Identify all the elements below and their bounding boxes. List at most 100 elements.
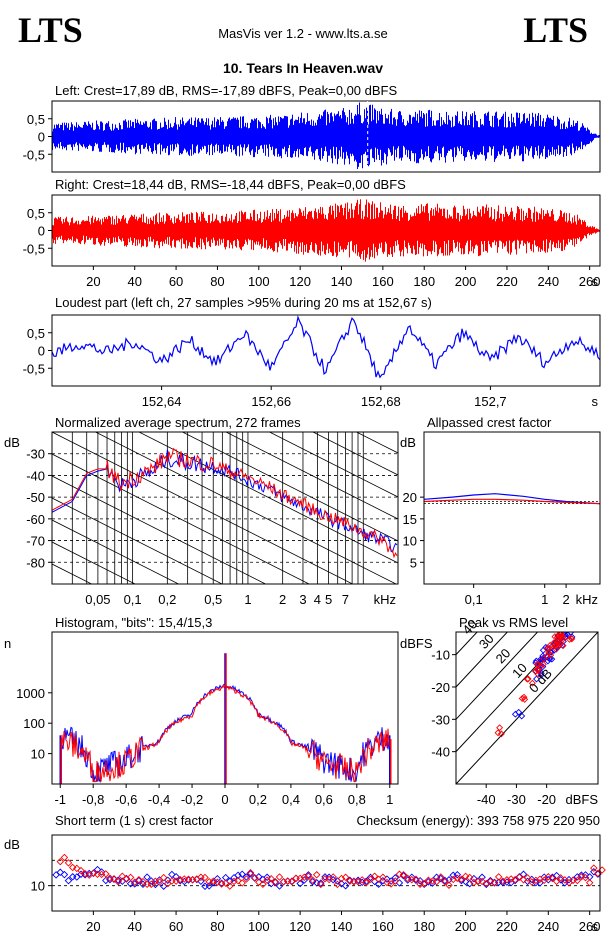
short_term_crest-point bbox=[126, 873, 135, 882]
short_term_crest-point bbox=[317, 879, 325, 887]
short_term_crest-xtick-label: 20 bbox=[86, 919, 100, 934]
short_term_crest-xtick-label: 40 bbox=[127, 919, 141, 934]
short_term_crest-point bbox=[561, 876, 569, 884]
peak_vs_rms-point bbox=[494, 729, 502, 737]
peak_vs_rms-diagonal bbox=[456, 632, 478, 656]
short_term_crest-xtick-label: 260 bbox=[579, 919, 601, 934]
short_term_crest-point bbox=[110, 874, 118, 883]
avg_spectrum-xtick-label: 0,5 bbox=[204, 592, 222, 607]
avg_spectrum-slope bbox=[225, 432, 398, 520]
short_term_crest-point bbox=[168, 870, 176, 879]
peak_vs_rms-point bbox=[547, 651, 555, 659]
histogram-ytick-label: 10 bbox=[31, 747, 45, 762]
avg_spectrum-ytick-label: -30 bbox=[26, 447, 45, 462]
short_term_crest-point bbox=[296, 879, 304, 888]
histogram-xtick-label: 0,8 bbox=[348, 792, 366, 807]
allpassed_crest-ytick-label: 5 bbox=[410, 555, 417, 570]
short_term_crest-point bbox=[259, 880, 267, 889]
short_term_crest-point bbox=[329, 873, 337, 881]
short_term_crest-point bbox=[242, 875, 251, 883]
short_term_crest-point bbox=[387, 880, 395, 888]
short_term_crest-point bbox=[143, 873, 151, 881]
right_waveform-xtick-label: 220 bbox=[496, 274, 518, 289]
avg_spectrum-slope bbox=[52, 234, 398, 409]
short_term_crest-xtick-label: 180 bbox=[413, 919, 435, 934]
histogram-trace bbox=[60, 683, 390, 783]
avg_spectrum-ytick-label: -50 bbox=[26, 490, 45, 505]
histogram-xtick-label: -1 bbox=[54, 792, 66, 807]
peak_vs_rms-point bbox=[544, 657, 552, 665]
avg_spectrum-xtick-label: 5 bbox=[325, 592, 332, 607]
short_term_crest-point bbox=[391, 877, 400, 885]
logo-right: LTS bbox=[523, 10, 588, 50]
short_term_crest-point bbox=[341, 873, 350, 882]
loudest_part-frame bbox=[51, 314, 601, 387]
left_waveform-ytick-label: -0,5 bbox=[23, 147, 45, 162]
allpassed_crest-ytick-label: 20 bbox=[403, 490, 417, 505]
short_term_crest-point bbox=[77, 866, 85, 875]
allpassed_crest-trace bbox=[423, 498, 601, 505]
peak_vs_rms-ytick-label: -10 bbox=[431, 648, 450, 663]
short_term_crest-xtick-label: 100 bbox=[248, 919, 270, 934]
peak_vs_rms-diagonal bbox=[456, 632, 509, 688]
song-title: 10. Tears In Heaven.wav bbox=[222, 60, 384, 76]
short_term_crest-point bbox=[540, 876, 548, 885]
peak_vs_rms-ytick-label: -20 bbox=[431, 680, 450, 695]
allpassed_crest-xtick-label: 2 bbox=[562, 592, 569, 607]
loudest_part-ytick-label: 0,5 bbox=[27, 326, 45, 341]
avg_spectrum-frame bbox=[51, 431, 399, 585]
histogram-ytick-label: 1000 bbox=[16, 686, 45, 701]
avg_spectrum-slope bbox=[138, 432, 398, 564]
peak_vs_rms-frame bbox=[455, 631, 599, 785]
short_term_crest-point bbox=[362, 879, 371, 887]
avg_spectrum-slope bbox=[181, 432, 398, 542]
histogram-xtick-label: 0,6 bbox=[315, 792, 333, 807]
avg_spectrum-slope bbox=[52, 432, 354, 584]
right_waveform-xtick-label: 20 bbox=[86, 274, 100, 289]
short_term_crest-point bbox=[333, 880, 342, 889]
histogram-ytick-label: 100 bbox=[23, 716, 45, 731]
short_term_crest-point bbox=[585, 879, 594, 887]
short_term_crest-ylabel: dB bbox=[4, 837, 20, 852]
short_term_crest-point bbox=[374, 880, 383, 888]
histogram-ylabel: n bbox=[4, 636, 11, 651]
avg_spectrum-ytick-label: -40 bbox=[26, 468, 45, 483]
short_term_crest-point bbox=[242, 873, 251, 881]
allpassed_crest-ylabel: dB bbox=[400, 435, 416, 450]
avg_spectrum-slope bbox=[52, 519, 180, 584]
avg_spectrum-title: Normalized average spectrum, 272 frames bbox=[55, 415, 301, 430]
histogram-xtick-label: 0,4 bbox=[282, 792, 300, 807]
short_term_crest-point bbox=[118, 872, 127, 880]
short_term_crest-checksum: Checksum (energy): 393 758 975 220 950 bbox=[356, 813, 600, 828]
short_term_crest-point bbox=[221, 873, 230, 882]
short_term_crest-point bbox=[482, 880, 491, 889]
avg_spectrum-slope bbox=[268, 432, 398, 498]
loudest_part-xtick-label: 152,66 bbox=[251, 394, 291, 409]
short_term_crest-point bbox=[159, 873, 168, 882]
right_waveform-xtick-label: 100 bbox=[248, 274, 270, 289]
peak_vs_rms-xtick-label: -40 bbox=[477, 792, 496, 807]
right_waveform-xtick-label: 120 bbox=[289, 274, 311, 289]
right_waveform-trace bbox=[52, 199, 600, 262]
short_term_crest-point bbox=[205, 882, 213, 890]
avg_spectrum-trace bbox=[52, 447, 398, 559]
short_term_crest-point bbox=[395, 879, 404, 887]
right_waveform-xtick-label: 140 bbox=[331, 274, 353, 289]
right_waveform-xtick-unit: s bbox=[592, 274, 599, 289]
avg_spectrum-ytick-label: -80 bbox=[26, 555, 45, 570]
short_term_crest-point bbox=[221, 879, 230, 887]
short_term_crest-point bbox=[271, 878, 280, 887]
short_term_crest-point bbox=[93, 870, 102, 879]
short_term_crest-point bbox=[408, 875, 416, 884]
short_term_crest-point bbox=[412, 875, 420, 883]
short_term_crest-point bbox=[275, 882, 284, 890]
peak_vs_rms-ytick-label: -40 bbox=[431, 745, 450, 760]
peak_vs_rms-title: Peak vs RMS level bbox=[459, 615, 568, 630]
short_term_crest-point bbox=[341, 881, 350, 890]
loudest_part-ytick-label: 0 bbox=[38, 344, 45, 359]
short_term_crest-point bbox=[379, 873, 387, 882]
short_term_crest-point bbox=[201, 882, 209, 891]
right_waveform-title: Right: Crest=18,44 dB, RMS=-18,44 dBFS, … bbox=[55, 177, 406, 192]
histogram-xtick-label: -0,6 bbox=[115, 792, 137, 807]
short_term_crest-point bbox=[594, 870, 602, 878]
